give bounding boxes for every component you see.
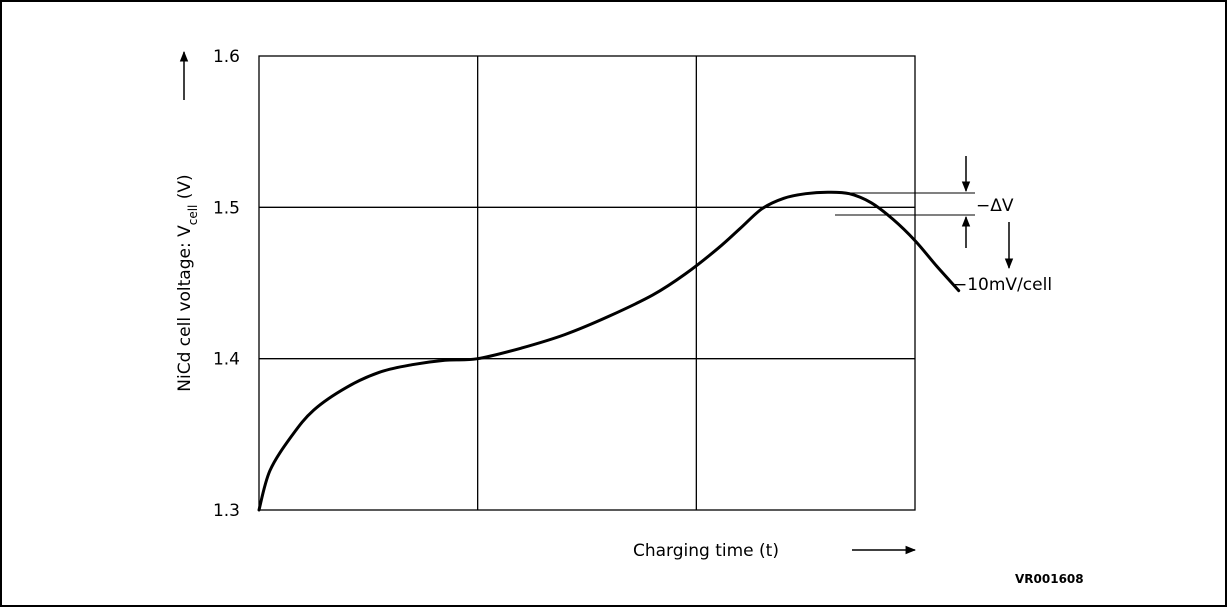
- y-tick-label: 1.5: [213, 198, 240, 218]
- voltage-curve-line: [257, 190, 961, 512]
- y-tick-labels: 1.3 1.4 1.5 1.6: [213, 47, 240, 521]
- y-axis-label: NiCd cell voltage: Vcell (V): [175, 174, 200, 391]
- x-axis-label: Charging time (t): [633, 541, 779, 561]
- y-tick-label: 1.4: [213, 350, 240, 370]
- figure-code: VR001608: [1015, 572, 1084, 586]
- delta-v-annotation: −ΔV −10mV/cell: [815, 156, 1052, 295]
- delta-v-label: −ΔV: [976, 196, 1014, 216]
- grid-lines: [259, 56, 915, 510]
- y-tick-label: 1.3: [213, 501, 240, 521]
- rate-label: −10mV/cell: [953, 275, 1052, 295]
- plot-area-frame: [258, 55, 916, 511]
- y-tick-label: 1.6: [213, 47, 240, 67]
